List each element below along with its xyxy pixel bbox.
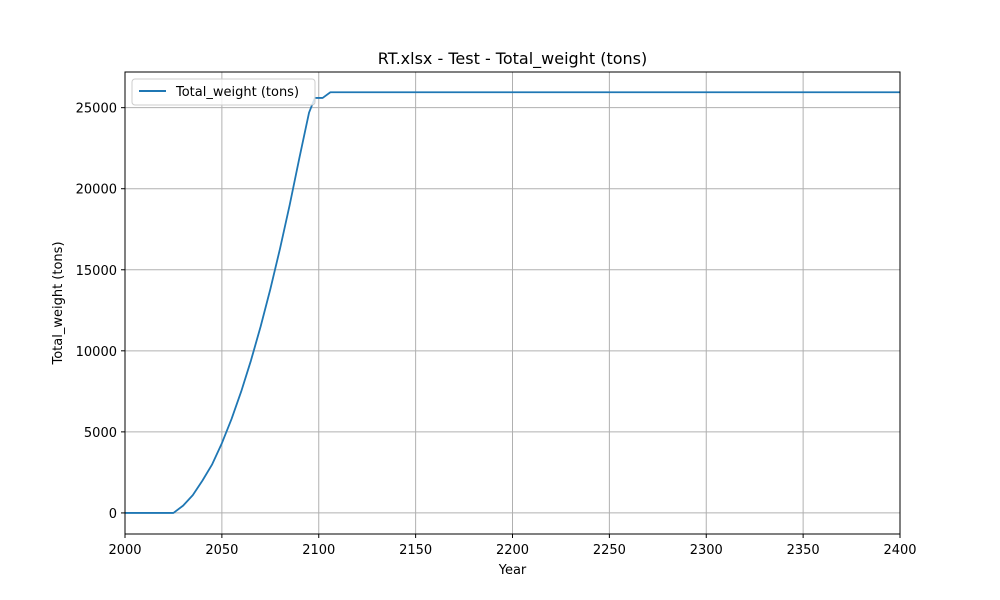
- y-tick-label: 10000: [76, 345, 117, 360]
- y-tick-label: 20000: [76, 183, 117, 198]
- chart-title: RT.xlsx - Test - Total_weight (tons): [378, 49, 647, 69]
- x-tick-label: 2350: [787, 543, 820, 558]
- x-tick-label: 2400: [883, 543, 916, 558]
- x-tick-label: 2300: [690, 543, 723, 558]
- x-tick-label: 2200: [496, 543, 529, 558]
- y-tick-label: 5000: [84, 426, 117, 441]
- x-tick-label: 2250: [593, 543, 626, 558]
- x-tick-label: 2000: [108, 543, 141, 558]
- y-tick-label: 15000: [76, 264, 117, 279]
- y-tick-label: 0: [109, 507, 117, 522]
- grid-lines: [124, 72, 901, 534]
- x-axis-label: Year: [498, 563, 527, 578]
- y-tick-label: 25000: [76, 102, 117, 117]
- legend-label: Total_weight (tons): [175, 85, 299, 100]
- x-tick-label: 2100: [302, 543, 335, 558]
- y-axis-label: Total_weight (tons): [51, 241, 66, 365]
- x-tick-label: 2050: [205, 543, 238, 558]
- legend: Total_weight (tons): [131, 78, 316, 106]
- legend-box: [131, 78, 316, 106]
- axis-ticks: 2000 2050 2100 2150 2200 2250 2300 2350 2400 0 500…: [76, 102, 917, 558]
- x-tick-label: 2150: [399, 543, 432, 558]
